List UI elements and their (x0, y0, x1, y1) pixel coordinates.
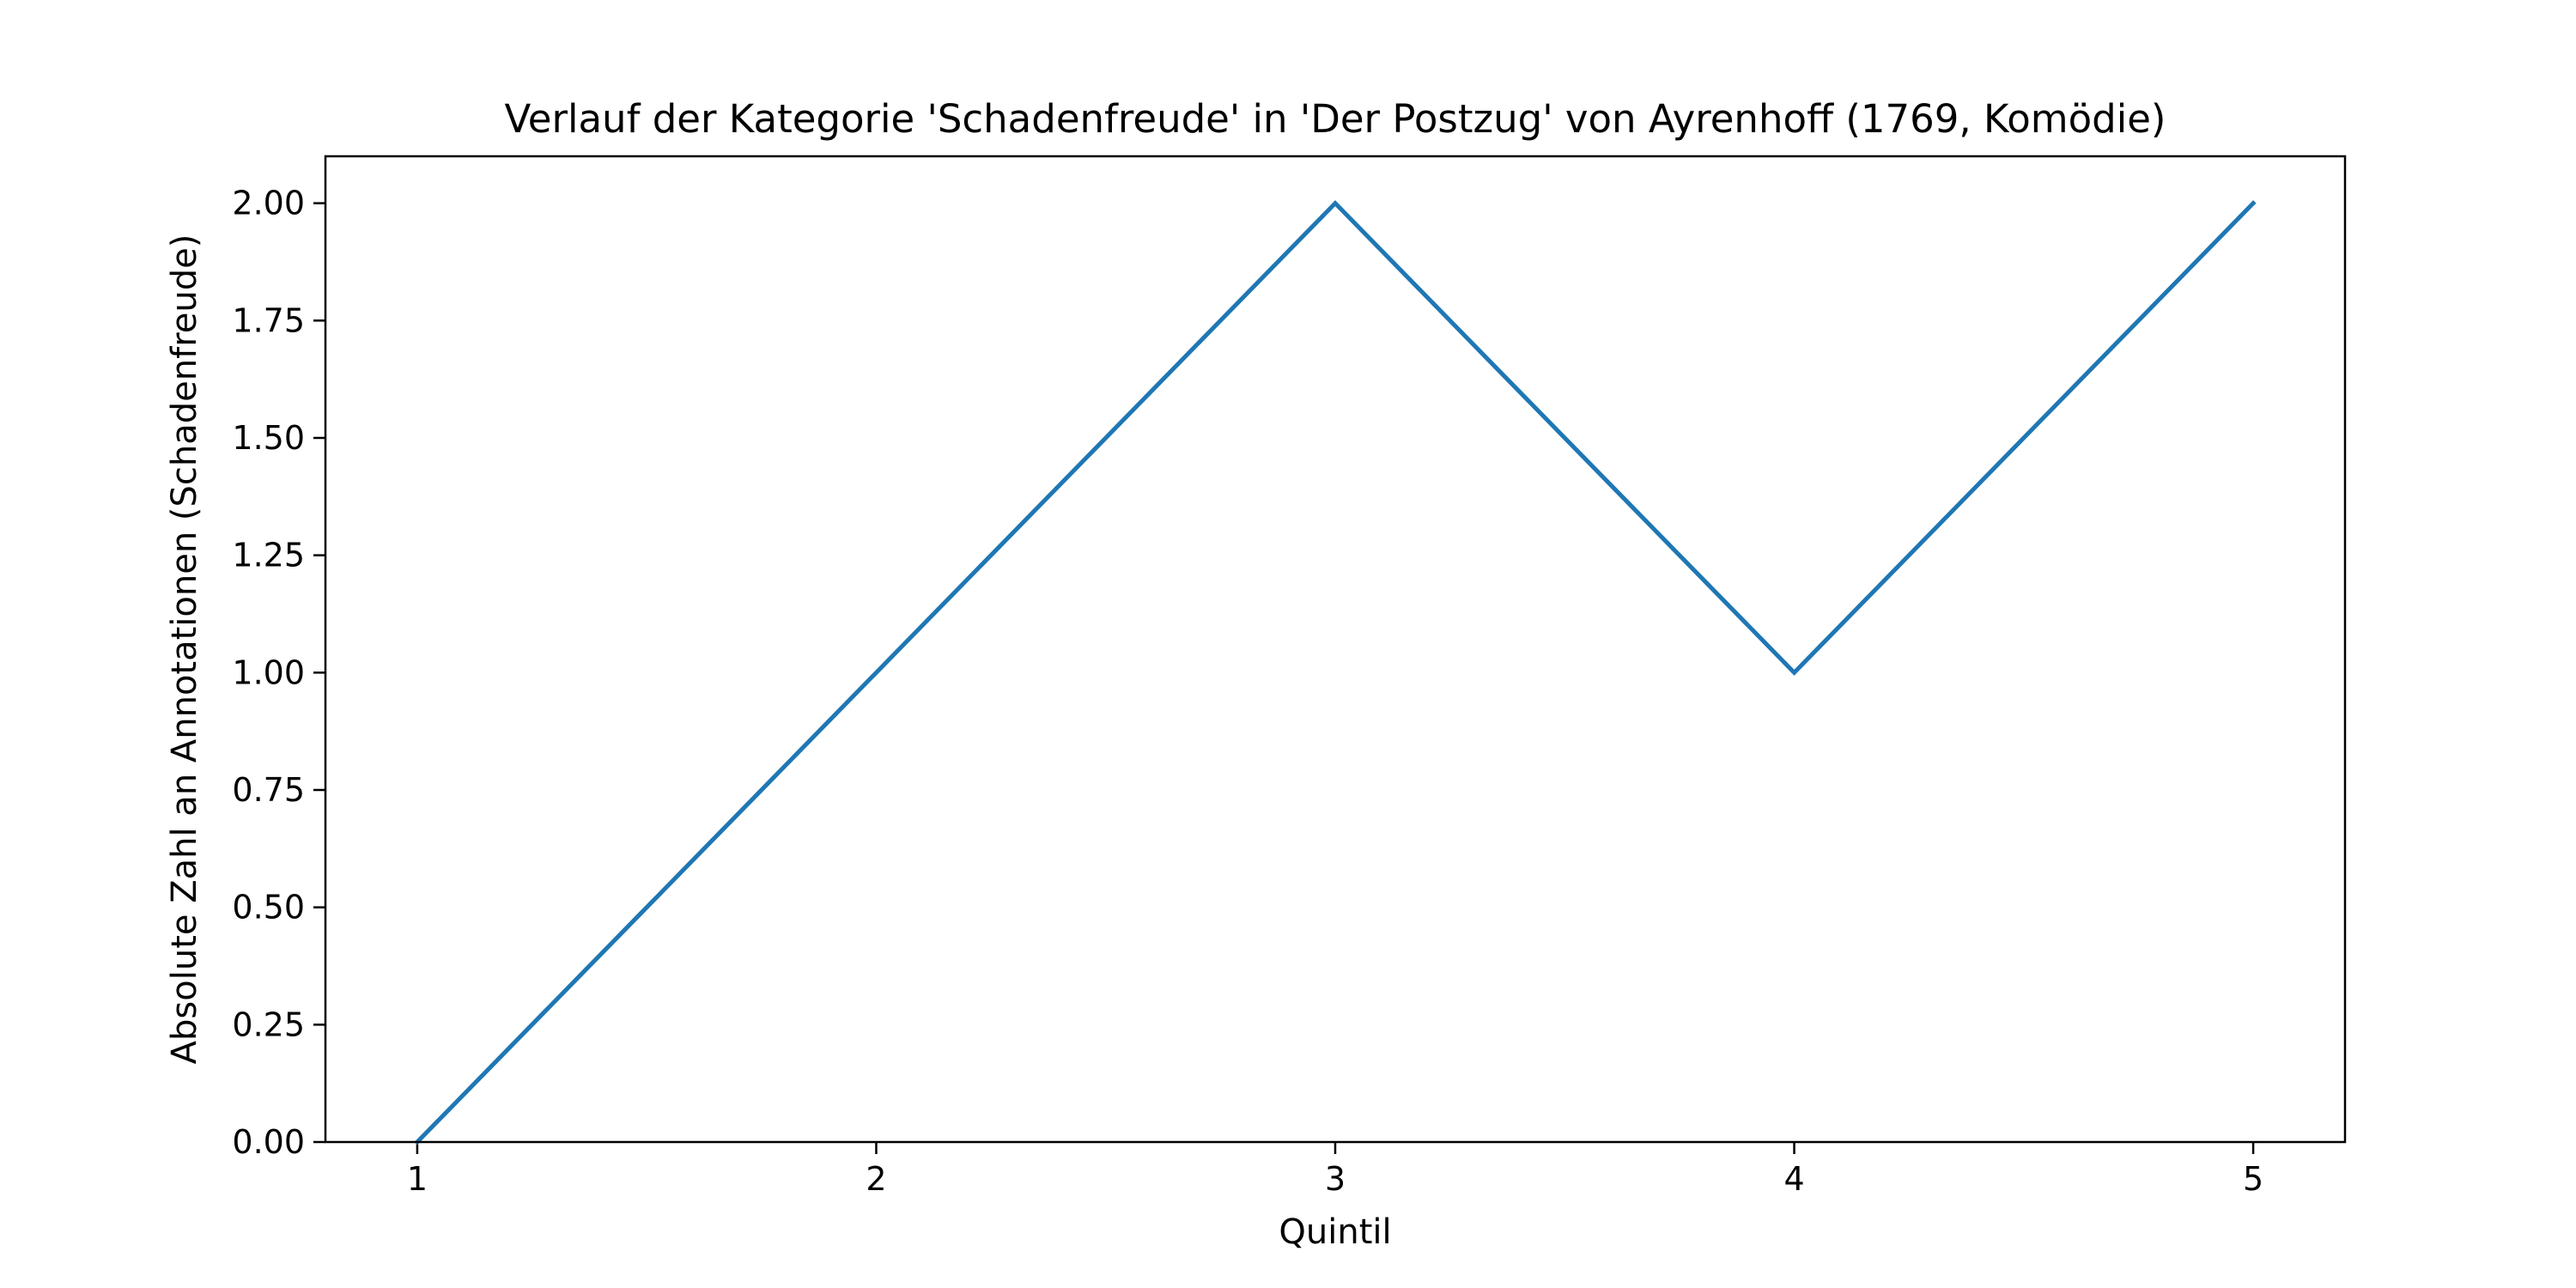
chart-title: Verlauf der Kategorie 'Schadenfreude' in… (505, 96, 2166, 142)
y-axis-ticks: 0.00 0.25 0.50 0.75 1.00 1.25 1.50 1.75 2.00 (232, 185, 325, 1161)
x-tick-label: 2 (866, 1160, 886, 1198)
y-tick-label: 1.00 (232, 653, 305, 691)
y-axis-label: Absolute Zahl an Annotationen (Schadenfr… (165, 234, 204, 1065)
x-axis-label: Quintil (1279, 1212, 1391, 1252)
x-tick-label: 1 (407, 1160, 428, 1198)
x-tick-label: 3 (1325, 1160, 1346, 1198)
series-layer (414, 200, 2257, 1145)
x-tick-label: 5 (2243, 1160, 2263, 1198)
x-tick-label: 4 (1783, 1160, 1804, 1198)
y-tick-label: 2.00 (232, 185, 305, 222)
series-line-0 (414, 200, 2257, 1145)
y-tick-label: 1.75 (232, 301, 305, 339)
y-tick-label: 0.00 (232, 1123, 305, 1161)
y-tick-label: 1.25 (232, 537, 305, 574)
x-axis-ticks: 1 2 3 4 5 (407, 1142, 2263, 1198)
y-tick-label: 1.50 (232, 419, 305, 457)
y-tick-label: 0.25 (232, 1005, 305, 1043)
y-tick-label: 0.75 (232, 771, 305, 809)
y-tick-label: 0.50 (232, 889, 305, 927)
plot-area-frame (324, 155, 2347, 1144)
